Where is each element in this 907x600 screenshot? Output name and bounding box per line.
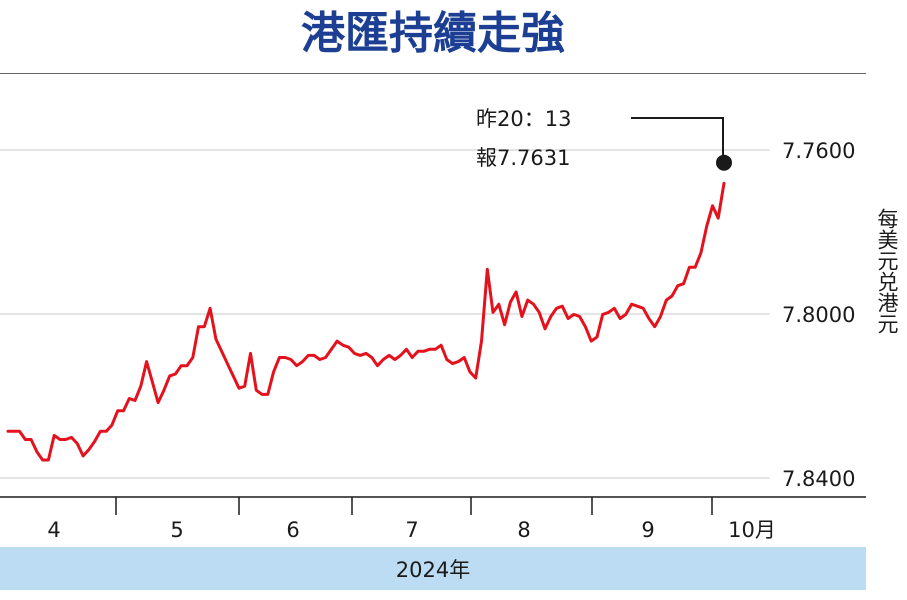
x-axis: 4 5 6 7 8 9 10月 [0, 496, 866, 542]
chart-title: 港匯持續走強 [301, 8, 565, 59]
month-label: 9 [641, 518, 654, 542]
year-label: 2024年 [396, 558, 470, 582]
annotation: 昨20：13 報7.7631 [476, 107, 732, 171]
annotation-value: 報7.7631 [476, 146, 570, 170]
month-label: 6 [286, 518, 299, 542]
y-tick-label: 7.8000 [782, 303, 855, 327]
y-axis-label: 每美元兑港元 [875, 208, 899, 334]
month-label: 4 [47, 518, 60, 542]
series-line [6, 181, 726, 462]
endpoint-marker [716, 154, 732, 171]
y-tick-label: 7.7600 [782, 139, 855, 163]
gridlines [0, 149, 770, 479]
month-label: 7 [405, 518, 418, 542]
month-label: 10月 [728, 518, 776, 542]
month-label: 8 [517, 518, 530, 542]
annotation-leader [631, 117, 724, 159]
year-band [0, 547, 866, 590]
y-tick-label: 7.8400 [782, 467, 855, 491]
y-tick-labels: 7.7600 7.8000 7.8400 [782, 139, 855, 491]
month-label: 5 [170, 518, 183, 542]
annotation-time: 昨20：13 [476, 107, 571, 131]
